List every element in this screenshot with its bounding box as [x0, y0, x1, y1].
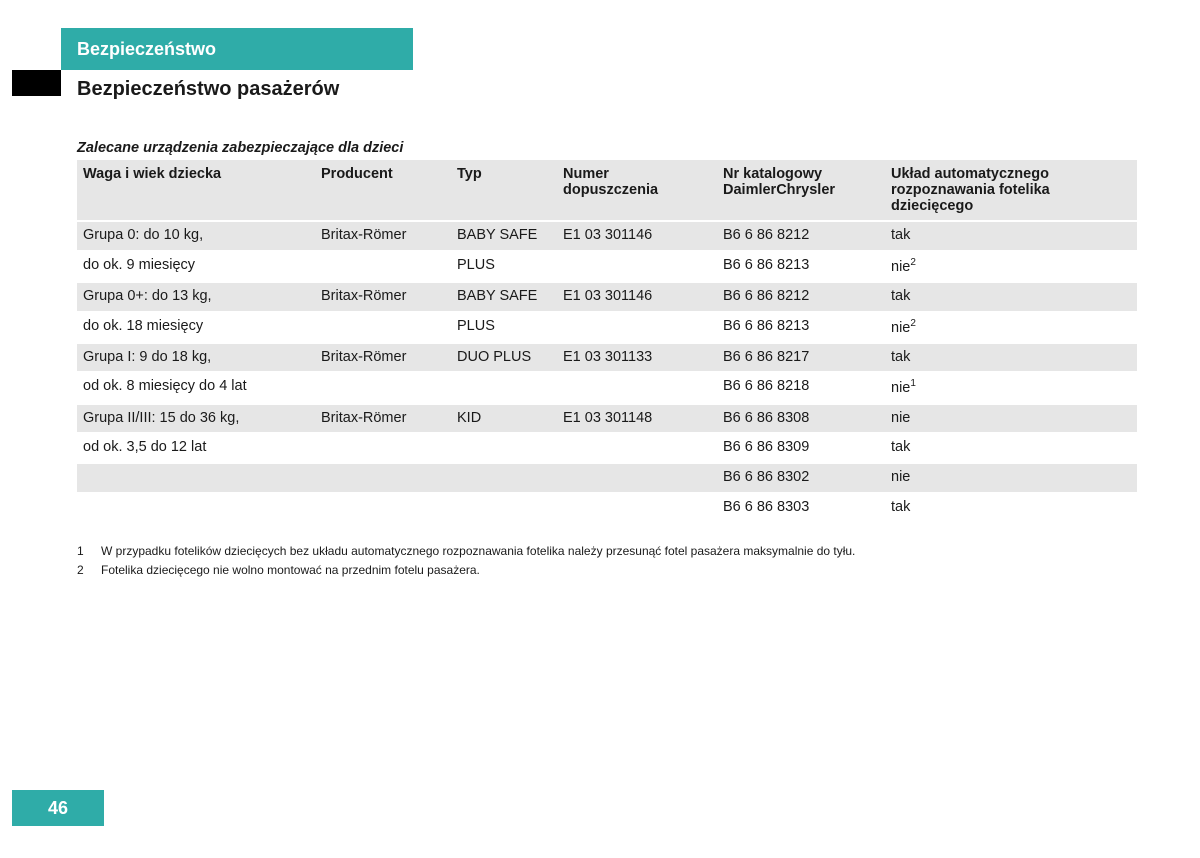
- footnotes: 1 W przypadku fotelików dziecięcych bez …: [77, 543, 1137, 579]
- table-caption: Zalecane urządzenia zabezpieczające dla …: [77, 140, 1137, 156]
- cell-empty: [451, 493, 557, 523]
- cell-empty: [77, 463, 315, 493]
- cell-approval: E1 03 301148: [557, 404, 717, 434]
- cell-catalog: B6 6 86 8308: [717, 404, 885, 434]
- cell-catalog: B6 6 86 8212: [717, 221, 885, 251]
- cell-weight: Grupa 0: do 10 kg,: [77, 221, 315, 251]
- cell-empty: [557, 493, 717, 523]
- cell-catalog: B6 6 86 8302: [717, 463, 885, 493]
- cell-empty: [315, 372, 451, 403]
- cell-weight: od ok. 8 miesięcy do 4 lat: [77, 372, 315, 403]
- decorative-black-box: [12, 70, 61, 96]
- table-row: Grupa 0: do 10 kg, Britax-Römer BABY SAF…: [77, 221, 1137, 251]
- cell-empty: [451, 433, 557, 463]
- child-seat-table: Waga i wiek dziecka Producent Typ Numer …: [77, 160, 1137, 523]
- cell-auto: tak: [885, 221, 1137, 251]
- cell-catalog: B6 6 86 8309: [717, 433, 885, 463]
- cell-catalog: B6 6 86 8213: [717, 312, 885, 343]
- col-header-weight: Waga i wiek dziecka: [77, 160, 315, 221]
- col-header-type: Typ: [451, 160, 557, 221]
- cell-approval: E1 03 301146: [557, 282, 717, 312]
- table-row: od ok. 8 miesięcy do 4 lat B6 6 86 8218 …: [77, 372, 1137, 403]
- cell-empty: [315, 433, 451, 463]
- cell-empty: [557, 463, 717, 493]
- cell-producer: Britax-Römer: [315, 282, 451, 312]
- col-header-approval: Numer dopuszczenia: [557, 160, 717, 221]
- cell-weight: Grupa II/III: 15 do 36 kg,: [77, 404, 315, 434]
- table-row: Grupa I: 9 do 18 kg, Britax-Römer DUO PL…: [77, 343, 1137, 373]
- cell-auto: tak: [885, 433, 1137, 463]
- cell-producer: Britax-Römer: [315, 221, 451, 251]
- cell-empty: [557, 372, 717, 403]
- cell-type: PLUS: [451, 251, 557, 282]
- cell-auto: nie: [885, 463, 1137, 493]
- cell-catalog: B6 6 86 8212: [717, 282, 885, 312]
- cell-auto: nie: [885, 404, 1137, 434]
- section-tab: Bezpieczeństwo: [61, 28, 413, 70]
- table-row: od ok. 3,5 do 12 lat B6 6 86 8309 tak: [77, 433, 1137, 463]
- cell-empty: [451, 372, 557, 403]
- cell-empty: [315, 251, 451, 282]
- cell-catalog: B6 6 86 8213: [717, 251, 885, 282]
- cell-weight: Grupa 0+: do 13 kg,: [77, 282, 315, 312]
- cell-type: BABY SAFE: [451, 282, 557, 312]
- col-header-auto: Układ automatycznego rozpoznawania fotel…: [885, 160, 1137, 221]
- cell-empty: [315, 463, 451, 493]
- table-header-row: Waga i wiek dziecka Producent Typ Numer …: [77, 160, 1137, 221]
- cell-empty: [451, 463, 557, 493]
- footnote-number: 1: [77, 543, 91, 560]
- cell-type: PLUS: [451, 312, 557, 343]
- cell-catalog: B6 6 86 8303: [717, 493, 885, 523]
- cell-producer: Britax-Römer: [315, 404, 451, 434]
- cell-catalog: B6 6 86 8218: [717, 372, 885, 403]
- cell-empty: [557, 312, 717, 343]
- table-row: do ok. 9 miesięcy PLUS B6 6 86 8213 nie2: [77, 251, 1137, 282]
- table-row: do ok. 18 miesięcy PLUS B6 6 86 8213 nie…: [77, 312, 1137, 343]
- cell-weight: do ok. 18 miesięcy: [77, 312, 315, 343]
- table-row: B6 6 86 8303 tak: [77, 493, 1137, 523]
- table-row: Grupa II/III: 15 do 36 kg, Britax-Römer …: [77, 404, 1137, 434]
- cell-type: DUO PLUS: [451, 343, 557, 373]
- content-area: Zalecane urządzenia zabezpieczające dla …: [77, 140, 1137, 581]
- cell-weight: Grupa I: 9 do 18 kg,: [77, 343, 315, 373]
- cell-catalog: B6 6 86 8217: [717, 343, 885, 373]
- cell-empty: [315, 493, 451, 523]
- cell-type: BABY SAFE: [451, 221, 557, 251]
- cell-empty: [77, 493, 315, 523]
- footnote-number: 2: [77, 562, 91, 579]
- cell-approval: E1 03 301146: [557, 221, 717, 251]
- cell-auto: nie1: [885, 372, 1137, 403]
- footnote-text: W przypadku fotelików dziecięcych bez uk…: [101, 543, 855, 560]
- table-row: Grupa 0+: do 13 kg, Britax-Römer BABY SA…: [77, 282, 1137, 312]
- cell-weight: od ok. 3,5 do 12 lat: [77, 433, 315, 463]
- cell-auto: nie2: [885, 251, 1137, 282]
- cell-auto: tak: [885, 343, 1137, 373]
- cell-empty: [315, 312, 451, 343]
- cell-auto: nie2: [885, 312, 1137, 343]
- cell-auto: tak: [885, 282, 1137, 312]
- section-title: Bezpieczeństwo pasażerów: [77, 78, 339, 101]
- cell-empty: [557, 251, 717, 282]
- footnote-text: Fotelika dziecięcego nie wolno montować …: [101, 562, 480, 579]
- cell-weight: do ok. 9 miesięcy: [77, 251, 315, 282]
- cell-approval: E1 03 301133: [557, 343, 717, 373]
- cell-empty: [557, 433, 717, 463]
- cell-auto: tak: [885, 493, 1137, 523]
- col-header-catalog: Nr katalogowy DaimlerChrysler: [717, 160, 885, 221]
- cell-producer: Britax-Römer: [315, 343, 451, 373]
- table-row: B6 6 86 8302 nie: [77, 463, 1137, 493]
- col-header-producer: Producent: [315, 160, 451, 221]
- cell-type: KID: [451, 404, 557, 434]
- footnote: 2 Fotelika dziecięcego nie wolno montowa…: [77, 562, 1137, 579]
- page-number: 46: [12, 790, 104, 826]
- footnote: 1 W przypadku fotelików dziecięcych bez …: [77, 543, 1137, 560]
